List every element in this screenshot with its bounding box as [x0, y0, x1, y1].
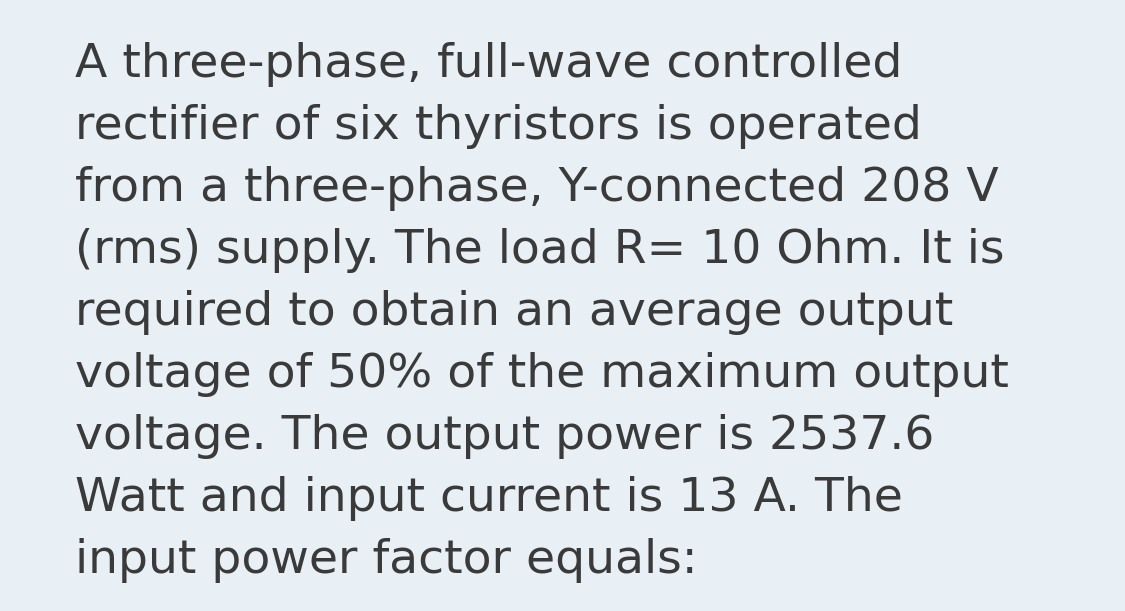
Text: rectifier of six thyristors is operated: rectifier of six thyristors is operated — [75, 104, 921, 149]
Text: required to obtain an average output: required to obtain an average output — [75, 290, 953, 335]
Text: (rms) supply. The load R= 10 Ohm. It is: (rms) supply. The load R= 10 Ohm. It is — [75, 228, 1005, 273]
Text: from a three-phase, Y-connected 208 V: from a three-phase, Y-connected 208 V — [75, 166, 999, 211]
Text: Watt and input current is 13 A. The: Watt and input current is 13 A. The — [75, 476, 903, 521]
Text: voltage of 50% of the maximum output: voltage of 50% of the maximum output — [75, 352, 1009, 397]
Text: input power factor equals:: input power factor equals: — [75, 538, 697, 583]
Text: voltage. The output power is 2537.6: voltage. The output power is 2537.6 — [75, 414, 935, 459]
Text: A three-phase, full-wave controlled: A three-phase, full-wave controlled — [75, 42, 902, 87]
